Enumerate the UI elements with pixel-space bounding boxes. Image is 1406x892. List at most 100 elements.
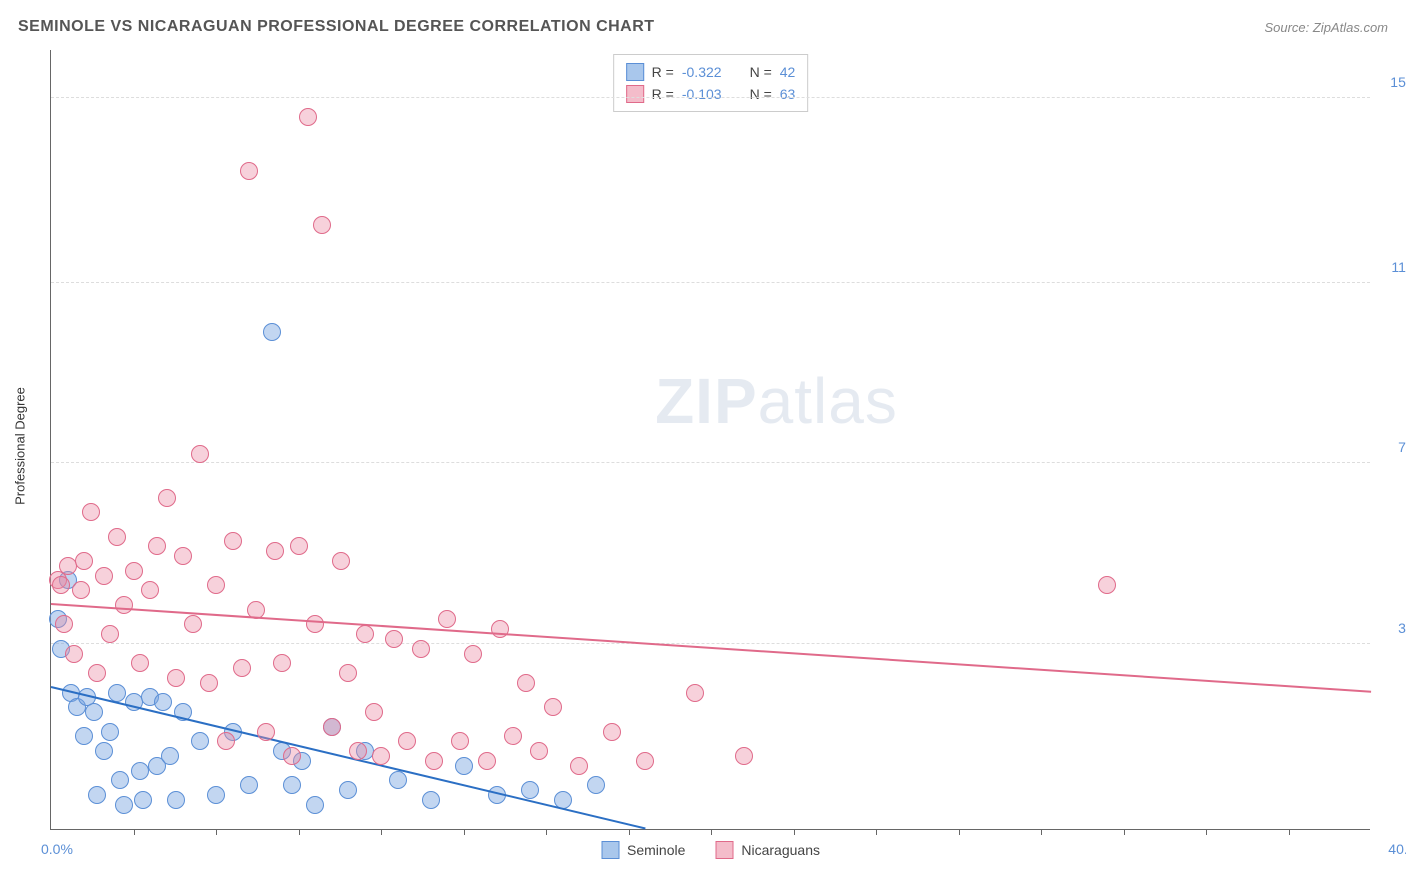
data-point [52, 576, 70, 594]
data-point [544, 698, 562, 716]
data-point [115, 596, 133, 614]
legend-swatch [626, 63, 644, 81]
data-point [240, 776, 258, 794]
data-point [686, 684, 704, 702]
data-point [191, 445, 209, 463]
data-point [101, 625, 119, 643]
data-point [88, 786, 106, 804]
x-tick [1289, 829, 1290, 835]
data-point [95, 742, 113, 760]
data-point [422, 791, 440, 809]
data-point [224, 532, 242, 550]
data-point [530, 742, 548, 760]
legend-swatch [626, 85, 644, 103]
x-axis-min-label: 0.0% [41, 841, 73, 857]
data-point [438, 610, 456, 628]
data-point [75, 727, 93, 745]
data-point [233, 659, 251, 677]
x-tick [464, 829, 465, 835]
chart-container: SEMINOLE VS NICARAGUAN PROFESSIONAL DEGR… [0, 0, 1406, 892]
x-tick [1206, 829, 1207, 835]
data-point [735, 747, 753, 765]
x-tick [299, 829, 300, 835]
x-axis-max-label: 40.0% [1388, 841, 1406, 857]
x-tick [959, 829, 960, 835]
data-point [148, 537, 166, 555]
n-value: 42 [780, 64, 796, 80]
data-point [82, 503, 100, 521]
n-value: 63 [780, 86, 796, 102]
data-point [1098, 576, 1116, 594]
watermark-zip: ZIP [655, 365, 758, 437]
data-point [184, 615, 202, 633]
data-point [636, 752, 654, 770]
x-tick [1124, 829, 1125, 835]
data-point [273, 654, 291, 672]
data-point [464, 645, 482, 663]
data-point [88, 664, 106, 682]
data-point [207, 576, 225, 594]
data-point [603, 723, 621, 741]
r-value: -0.103 [682, 86, 722, 102]
data-point [349, 742, 367, 760]
data-point [266, 542, 284, 560]
data-point [504, 727, 522, 745]
data-point [451, 732, 469, 750]
grid-line [51, 97, 1370, 98]
data-point [65, 645, 83, 663]
data-point [161, 747, 179, 765]
data-point [125, 562, 143, 580]
data-point [108, 684, 126, 702]
data-point [55, 615, 73, 633]
legend-stat-row: R =-0.103N =63 [626, 83, 796, 105]
x-tick [629, 829, 630, 835]
x-tick [134, 829, 135, 835]
data-point [131, 762, 149, 780]
n-label: N = [750, 64, 772, 80]
data-point [95, 567, 113, 585]
data-point [283, 776, 301, 794]
legend-item: Nicaraguans [715, 841, 820, 859]
data-point [587, 776, 605, 794]
grid-line [51, 643, 1370, 644]
x-tick [381, 829, 382, 835]
data-point [167, 669, 185, 687]
data-point [141, 581, 159, 599]
data-point [134, 791, 152, 809]
legend-item: Seminole [601, 841, 685, 859]
data-point [372, 747, 390, 765]
data-point [263, 323, 281, 341]
data-point [158, 489, 176, 507]
data-point [217, 732, 235, 750]
data-point [570, 757, 588, 775]
data-point [517, 674, 535, 692]
y-tick-label: 11.2% [1391, 259, 1406, 275]
legend-label: Nicaraguans [741, 842, 820, 858]
chart-title: SEMINOLE VS NICARAGUAN PROFESSIONAL DEGR… [18, 18, 655, 36]
watermark-atlas: atlas [758, 365, 898, 437]
data-point [75, 552, 93, 570]
data-point [425, 752, 443, 770]
data-point [85, 703, 103, 721]
data-point [299, 108, 317, 126]
data-point [154, 693, 172, 711]
data-point [115, 796, 133, 814]
data-point [306, 796, 324, 814]
header: SEMINOLE VS NICARAGUAN PROFESSIONAL DEGR… [18, 18, 1388, 36]
data-point [257, 723, 275, 741]
source-attribution: Source: ZipAtlas.com [1264, 20, 1388, 35]
data-point [323, 718, 341, 736]
y-tick-label: 7.5% [1398, 439, 1406, 455]
x-tick [216, 829, 217, 835]
n-label: N = [750, 86, 772, 102]
x-tick [711, 829, 712, 835]
data-point [59, 557, 77, 575]
r-label: R = [652, 64, 674, 80]
data-point [339, 664, 357, 682]
data-point [398, 732, 416, 750]
plot-area: ZIPatlas R =-0.322N =42R =-0.103N =63 Se… [50, 50, 1370, 830]
data-point [306, 615, 324, 633]
y-tick-label: 15.0% [1390, 74, 1406, 90]
y-axis-title: Professional Degree [13, 387, 28, 505]
data-point [412, 640, 430, 658]
